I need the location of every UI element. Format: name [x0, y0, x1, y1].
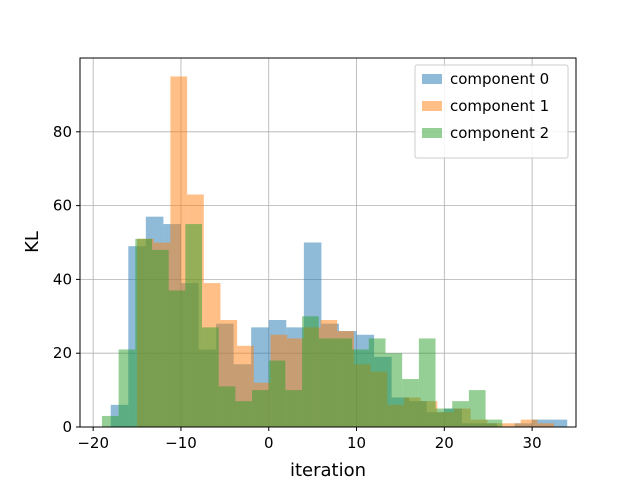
x-tick-label: 20 — [435, 434, 454, 452]
histogram-bar — [504, 423, 521, 427]
histogram-bars — [101, 76, 568, 427]
x-tick-label: 10 — [347, 434, 366, 452]
histogram-bar — [252, 390, 269, 427]
histogram-bar — [101, 415, 119, 427]
y-tick-label: 60 — [53, 197, 72, 215]
histogram-bar — [537, 423, 555, 427]
histogram-bar — [385, 353, 403, 427]
histogram-bar — [352, 349, 369, 427]
histogram-bar — [118, 349, 136, 427]
histogram-bar — [151, 249, 169, 427]
histogram-bar — [335, 338, 353, 427]
x-tick-label: 0 — [264, 434, 274, 452]
y-tick-label: 20 — [53, 344, 72, 362]
histogram-bar — [285, 390, 303, 427]
y-tick-label: 40 — [53, 270, 72, 288]
y-tick-label: 80 — [53, 123, 72, 141]
histogram-bar — [268, 360, 286, 427]
y-axis-label: KL — [22, 231, 43, 253]
histogram-bar — [485, 419, 503, 427]
histogram-bar — [168, 290, 186, 427]
histogram-bar — [135, 238, 152, 427]
histogram-bar — [185, 224, 203, 427]
legend-label: component 0 — [450, 70, 549, 88]
histogram-bar — [452, 401, 469, 427]
legend-swatch — [422, 74, 442, 84]
plot-frame — [79, 57, 577, 428]
histogram-bar — [318, 338, 336, 427]
histogram-bar — [418, 338, 436, 427]
histogram-bar — [468, 390, 486, 427]
histogram-bar — [368, 338, 386, 427]
x-tick-label: −20 — [77, 434, 109, 452]
x-tick-label: −10 — [165, 434, 197, 452]
histogram-bar — [302, 316, 319, 427]
legend-swatch — [422, 128, 442, 138]
legend: component 0 component 1 component 2 — [414, 64, 569, 159]
histogram-bar — [202, 327, 219, 427]
histogram-bar — [218, 386, 236, 427]
histogram-bar — [435, 408, 453, 427]
histogram-bar — [235, 401, 253, 427]
legend-box — [414, 64, 569, 159]
x-tick-label: 30 — [523, 434, 542, 452]
histogram-bar — [549, 419, 568, 427]
series-2 — [101, 224, 503, 427]
axis-ticks: −20 −10 0 10 20 30 0 20 40 60 80 — [53, 123, 542, 452]
histogram-bar — [520, 419, 538, 427]
legend-swatch — [422, 101, 442, 111]
x-axis-label: iteration — [290, 460, 366, 480]
y-tick-label: 0 — [62, 418, 72, 436]
legend-label: component 1 — [450, 97, 549, 115]
legend-label: component 2 — [450, 124, 549, 142]
histogram-bar — [402, 379, 419, 427]
